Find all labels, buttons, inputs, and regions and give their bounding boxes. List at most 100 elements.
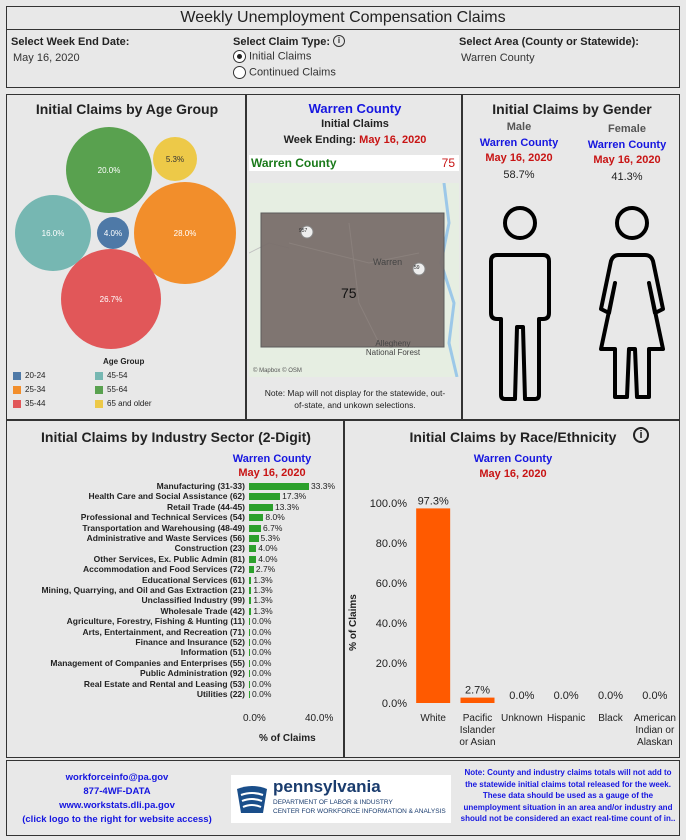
industry-value-label: 0.0% [252, 616, 272, 627]
industry-county: Warren County [232, 453, 312, 465]
race-category-label: Black [598, 713, 623, 724]
map-credit: © Mapbox © OSM [253, 368, 302, 374]
industry-category-label: Wholesale Trade (42) [160, 605, 245, 616]
industry-category-label: Utilities (22) [196, 689, 245, 699]
age-group-panel: Initial Claims by Age Group 4.0% 28.0% 26.… [6, 94, 246, 420]
industry-bar[interactable] [249, 535, 259, 542]
map-note: Note: Map will not display for the state… [264, 388, 446, 410]
industry-category-label: Real Estate and Rental and Leasing (53) [83, 678, 245, 689]
race-category-label: Indian or [635, 725, 675, 736]
race-ytick-label: 0.0% [382, 698, 407, 710]
industry-category-label: Public Administration (92) [139, 668, 245, 679]
industry-bar[interactable] [249, 566, 254, 574]
industry-bar[interactable] [249, 680, 250, 688]
female-value: 41.3% [611, 171, 643, 183]
radio-continued-claims[interactable]: Continued Claims [233, 66, 336, 79]
industry-bar[interactable] [249, 597, 252, 605]
industry-bar[interactable] [249, 555, 257, 563]
claim-type-label: Select Claim Type: [233, 36, 330, 48]
industry-bar[interactable] [249, 659, 250, 667]
industry-bar[interactable] [249, 483, 309, 490]
industry-title: Initial Claims by Industry Sector (2-Dig… [41, 429, 311, 445]
age-legend-label: 65 and older [107, 399, 152, 408]
race-category-label: Pacific [463, 713, 492, 724]
race-bar[interactable] [460, 697, 495, 703]
map-view[interactable]: 957 59 Warren 75 Allegheny National Fore… [249, 183, 459, 377]
industry-bar[interactable] [249, 607, 252, 615]
pa-logo[interactable]: pennsylvania DEPARTMENT OF LABOR & INDUS… [231, 775, 451, 823]
race-value-label: 2.7% [465, 685, 490, 697]
gender-title: Initial Claims by Gender [492, 101, 652, 117]
age-bubble-65-and-older[interactable]: 5.3% [153, 137, 197, 181]
industry-axis-tick-0: 0.0% [243, 713, 266, 724]
race-county: Warren County [473, 453, 553, 465]
race-bar[interactable] [416, 508, 451, 703]
race-value-label: 97.3% [418, 495, 449, 507]
industry-bar[interactable] [249, 639, 250, 646]
industry-value-label: 4.0% [258, 553, 278, 564]
age-bubble-20-24[interactable]: 4.0% [97, 217, 129, 249]
industry-category-label: Arts, Entertainment, and Recreation (71) [82, 626, 245, 637]
industry-category-label: Finance and Insurance (52) [135, 637, 245, 647]
female-date: May 16, 2020 [593, 154, 661, 166]
industry-category-label: Transportation and Warehousing (48-49) [82, 522, 245, 533]
male-date: May 16, 2020 [485, 152, 553, 164]
industry-value-label: 0.0% [252, 657, 272, 668]
area-select[interactable]: Warren County [461, 52, 535, 64]
male-figure-icon [489, 206, 551, 401]
map-graphic [249, 183, 459, 377]
radio-initial-claims[interactable]: Initial Claims [233, 50, 311, 63]
industry-value-label: 0.0% [252, 678, 272, 689]
race-info-icon[interactable]: i [633, 427, 649, 443]
industry-bar[interactable] [249, 670, 250, 678]
race-ytick-label: 60.0% [376, 578, 407, 590]
industry-value-label: 0.0% [252, 637, 272, 647]
race-date: May 16, 2020 [479, 468, 547, 480]
industry-bar[interactable] [249, 587, 252, 594]
industry-bar[interactable] [249, 514, 264, 522]
footer-website[interactable]: www.workstats.dli.pa.gov [59, 800, 175, 811]
age-bubble-55-64[interactable]: 20.0% [66, 127, 152, 213]
industry-bar[interactable] [249, 649, 250, 657]
industry-category-label: Retail Trade (44-45) [167, 501, 245, 512]
age-legend-title: Age Group [103, 357, 145, 366]
week-end-select[interactable]: May 16, 2020 [13, 52, 80, 64]
industry-category-label: Management of Companies and Enterprises … [50, 657, 245, 668]
industry-bar[interactable] [249, 576, 252, 584]
race-bar-chart: 0.0% 20.0% 40.0% 60.0% 80.0% 100.0% 97.3% White… [370, 495, 676, 748]
industry-bar[interactable] [249, 618, 250, 626]
industry-bar[interactable] [249, 493, 281, 501]
race-panel: Initial Claims by Race/Ethnicity i Warre… [344, 420, 680, 758]
age-legend-swatch [95, 399, 103, 408]
age-bubble-45-54[interactable]: 16.0% [15, 195, 91, 271]
age-bubble-25-34[interactable]: 28.0% [134, 182, 236, 284]
industry-category-label: Administrative and Waste Services (56) [86, 533, 245, 543]
info-icon[interactable]: i [333, 35, 345, 47]
industry-value-label: 33.3% [310, 481, 336, 491]
industry-bar[interactable] [249, 503, 273, 511]
industry-bar[interactable] [249, 691, 250, 698]
industry-bar[interactable] [249, 524, 262, 532]
industry-value-label: 1.3% [253, 595, 273, 606]
pa-logo-line2: CENTER FOR WORKFORCE INFORMATION & ANALY… [273, 808, 446, 815]
race-ytick-label: 40.0% [376, 618, 407, 630]
industry-category-label: Other Services, Ex. Public Admin (81) [93, 553, 245, 564]
footer-email[interactable]: workforceinfo@pa.gov [65, 772, 169, 783]
industry-bar[interactable] [249, 545, 257, 553]
dashboard-title: Weekly Unemployment Compensation Claims [6, 6, 680, 30]
industry-bar[interactable] [249, 628, 250, 636]
map-forest-label: Allegheny National Forest [365, 339, 421, 357]
race-category-label: or Asian [459, 737, 495, 748]
map-subtitle: Initial Claims [321, 118, 389, 130]
age-bubble-35-44[interactable]: 26.7% [61, 249, 161, 349]
map-county-title: Warren County [308, 101, 402, 116]
footer-phone: 877-4WF-DATA [83, 786, 151, 797]
age-legend-swatch [95, 385, 103, 394]
footer: workforceinfo@pa.gov 877-4WF-DATA www.wo… [6, 760, 680, 836]
map-road-59: 59 [414, 265, 420, 271]
race-value-label: 0.0% [642, 690, 667, 702]
map-header-value: 75 [441, 156, 455, 170]
age-legend-item: 55-64 [95, 385, 127, 394]
week-end-label: Select Week End Date: [11, 36, 130, 48]
race-value-label: 0.0% [509, 690, 534, 702]
